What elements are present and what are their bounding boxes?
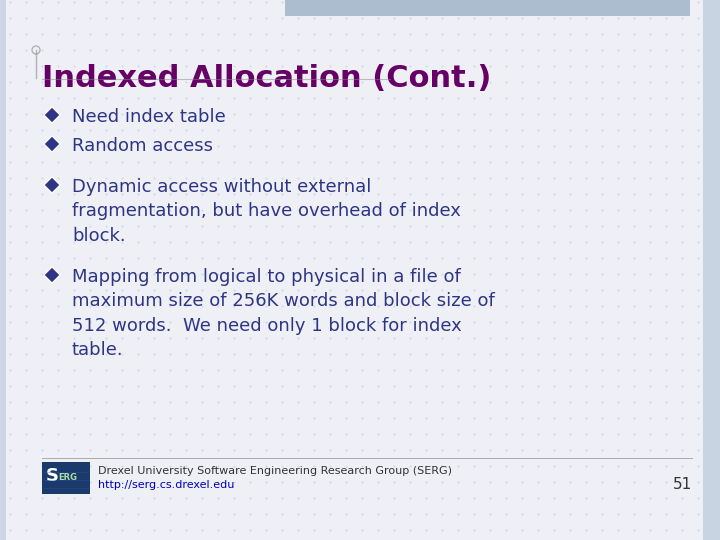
Text: Indexed Allocation (Cont.): Indexed Allocation (Cont.) xyxy=(42,64,491,93)
Text: ERG: ERG xyxy=(58,474,77,483)
Text: Dynamic access without external
fragmentation, but have overhead of index
block.: Dynamic access without external fragment… xyxy=(72,178,461,245)
Polygon shape xyxy=(44,177,60,193)
Text: http://serg.cs.drexel.edu: http://serg.cs.drexel.edu xyxy=(98,480,235,490)
Polygon shape xyxy=(44,136,60,152)
Text: Drexel University Software Engineering Research Group (SERG): Drexel University Software Engineering R… xyxy=(98,466,452,476)
Bar xyxy=(703,0,720,540)
Bar xyxy=(285,0,690,16)
Polygon shape xyxy=(44,107,60,123)
Text: Need index table: Need index table xyxy=(72,108,226,126)
Text: Random access: Random access xyxy=(72,137,213,155)
Polygon shape xyxy=(44,267,60,283)
Bar xyxy=(42,462,90,494)
Text: 51: 51 xyxy=(672,477,692,492)
Text: Mapping from logical to physical in a file of
maximum size of 256K words and blo: Mapping from logical to physical in a fi… xyxy=(72,268,495,359)
Text: S: S xyxy=(46,467,59,485)
Bar xyxy=(0,0,6,540)
